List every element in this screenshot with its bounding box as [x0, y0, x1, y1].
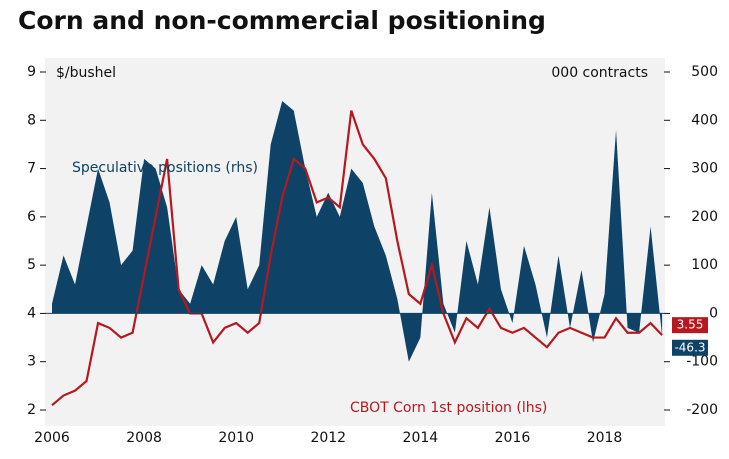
end-label-box: [672, 317, 708, 334]
chart-title: Corn and non-commercial positioning: [18, 6, 546, 35]
y-tick-label: 8: [27, 112, 36, 128]
y2-tick-label: 100: [691, 257, 718, 273]
x-tick-label: 2018: [587, 430, 623, 446]
x-tick-label: 2010: [218, 430, 254, 446]
x-tick-label: 2016: [495, 430, 531, 446]
x-tick-label: 2008: [126, 430, 162, 446]
y-tick-label: 6: [27, 209, 36, 225]
y-tick-label: 9: [27, 64, 36, 80]
y-tick-label: 4: [27, 305, 36, 321]
y2-axis-label: 000 contracts: [551, 65, 648, 81]
y-tick-label: 2: [27, 402, 36, 418]
y2-tick-label: 200: [691, 209, 718, 225]
x-tick-label: 2006: [34, 430, 70, 446]
x-tick-label: 2012: [310, 430, 346, 446]
end-label: 3.55: [677, 318, 704, 332]
area: [52, 100, 663, 362]
y2-tick-label: -200: [686, 402, 718, 418]
y-axis-label: $/bushel: [56, 65, 116, 81]
y-tick-label: 5: [27, 257, 36, 273]
y2-tick-label: -100: [686, 354, 718, 370]
legend-entry: Speculative positions (rhs): [72, 160, 258, 176]
x-tick-label: 2014: [403, 430, 439, 446]
end-label: -46.3: [674, 340, 705, 354]
y2-tick-label: 500: [691, 64, 718, 80]
line: [51, 110, 663, 407]
y-tick-label: 3: [27, 354, 36, 370]
legend-entry: CBOT Corn 1st position (lhs): [350, 400, 547, 416]
y2-tick-label: 400: [691, 112, 718, 128]
y-tick-label: 7: [27, 161, 36, 177]
y2-tick-label: 300: [691, 161, 718, 177]
end-label-box: [672, 339, 708, 356]
y2-tick-label: 0: [709, 305, 718, 321]
